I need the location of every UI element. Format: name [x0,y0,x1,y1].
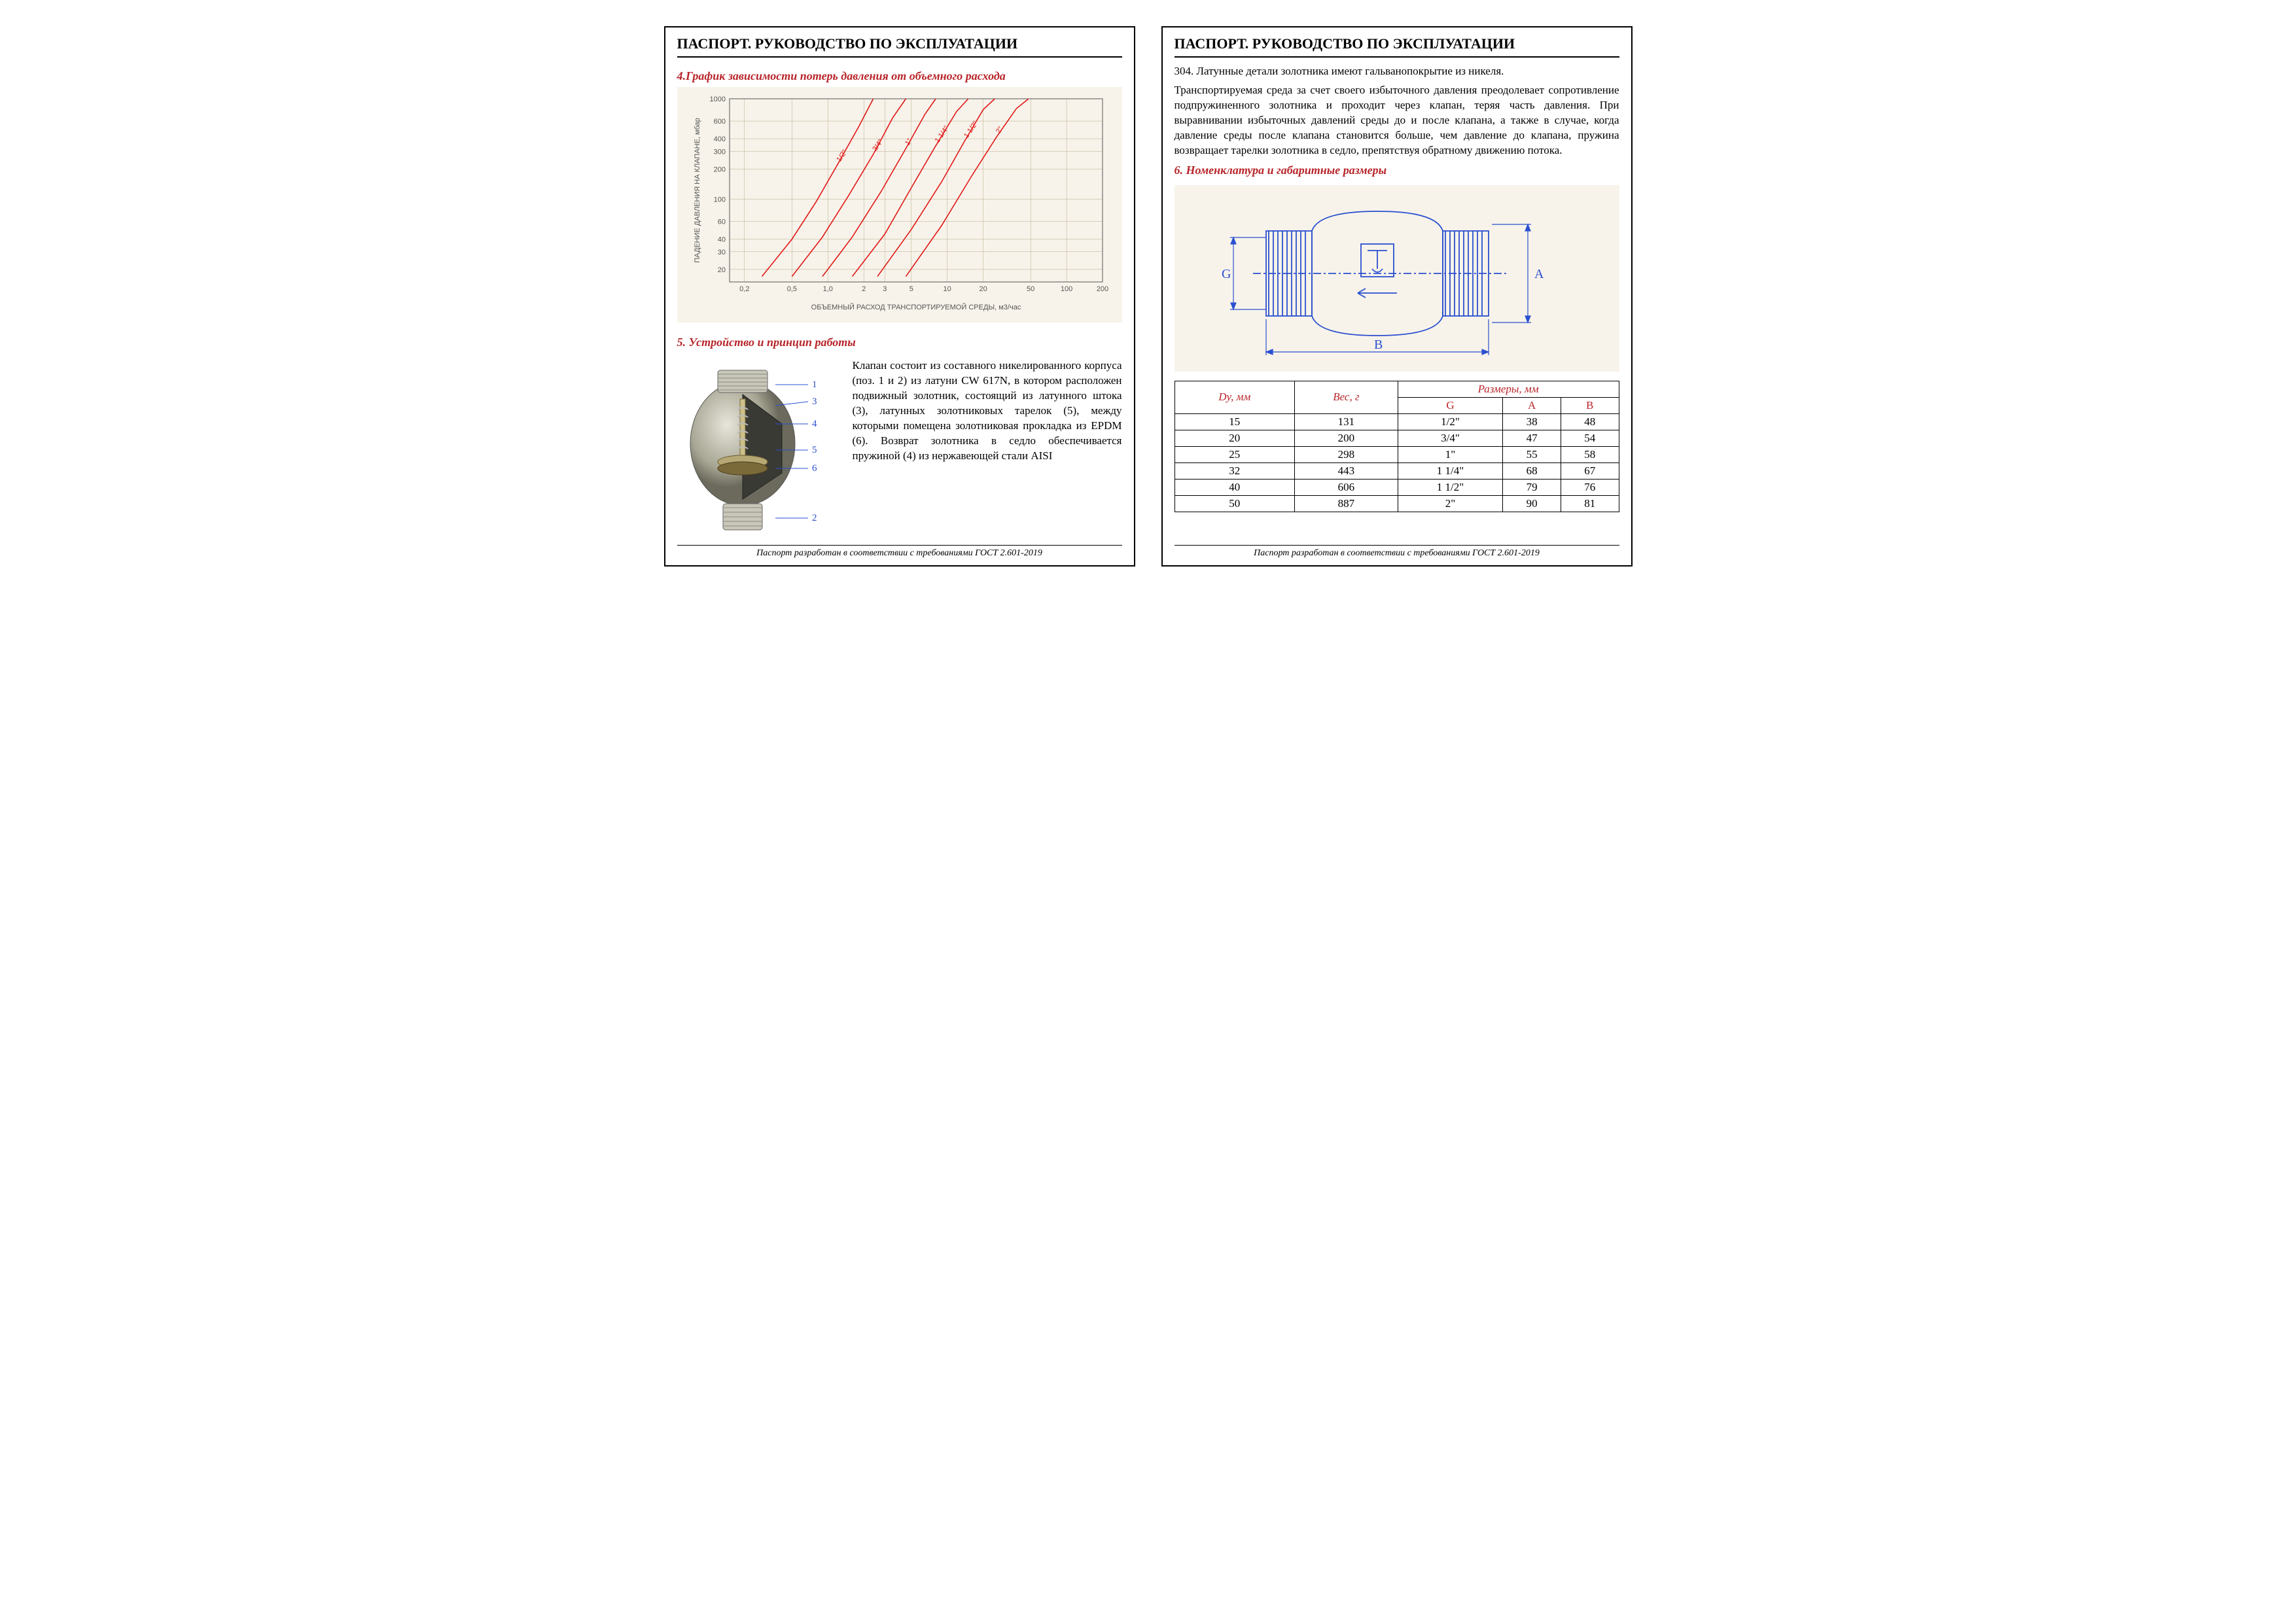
svg-text:20: 20 [717,266,725,274]
svg-text:0,5: 0,5 [786,285,796,293]
svg-text:1": 1" [904,137,914,147]
footer: Паспорт разработан в соответствии с треб… [677,545,1122,559]
svg-text:100: 100 [713,196,725,204]
svg-text:3: 3 [812,396,817,407]
table-row: 406061 1/2"7976 [1174,479,1619,495]
svg-text:6: 6 [812,463,817,474]
page-right: ПАСПОРТ. РУКОВОДСТВО ПО ЭКСПЛУАТАЦИИ 304… [1161,26,1633,567]
svg-text:1: 1 [812,379,817,390]
footer: Паспорт разработан в соответствии с треб… [1174,545,1619,559]
svg-text:G: G [1222,267,1231,281]
dimension-drawing: G A B [1174,185,1619,372]
table-row: 324431 1/4"6867 [1174,462,1619,479]
page-left: ПАСПОРТ. РУКОВОДСТВО ПО ЭКСПЛУАТАЦИИ 4.Г… [664,26,1135,567]
dimensions-table: Dу, ммВес, гРазмеры, ммGAB151311/2"38482… [1174,381,1619,512]
chart-svg: 0,2 0,5 1,0 2 3 5 10 20 50 100 200 20 30 40 60 100 200 30… [690,92,1109,315]
svg-text:2: 2 [862,285,866,293]
svg-text:3: 3 [883,285,887,293]
svg-text:5: 5 [812,445,817,455]
table-row: 252981"5558 [1174,446,1619,462]
svg-text:200: 200 [713,166,725,173]
svg-text:A: A [1534,267,1544,281]
svg-text:5: 5 [909,285,913,293]
svg-text:ПАДЕНИЕ ДАВЛЕНИЯ НА КЛАПАНЕ, м: ПАДЕНИЕ ДАВЛЕНИЯ НА КЛАПАНЕ, мбар [694,118,701,263]
right-intro: 304. Латунные детали золотника имеют гал… [1174,64,1619,79]
sec5-text: Клапан состоит из составного никелирован… [853,358,1122,545]
svg-text:10: 10 [943,285,951,293]
table-row: 508872"9081 [1174,495,1619,512]
svg-text:4: 4 [812,419,817,429]
svg-text:0,2: 0,2 [739,285,749,293]
svg-text:1 1/2": 1 1/2" [962,120,979,139]
svg-text:1,0: 1,0 [822,285,832,293]
svg-text:1 1/4": 1 1/4" [933,124,950,144]
svg-text:300: 300 [713,148,725,156]
table-row: 151311/2"3848 [1174,413,1619,430]
svg-text:B: B [1374,338,1383,352]
svg-text:200: 200 [1096,285,1108,293]
svg-text:3/4": 3/4" [871,138,885,153]
svg-text:2: 2 [812,513,817,523]
svg-text:ОБЪЕМНЫЙ РАСХОД ТРАНСПОРТИРУЕМ: ОБЪЕМНЫЙ РАСХОД ТРАНСПОРТИРУЕМОЙ СРЕДЫ, … [811,303,1021,311]
page-title: ПАСПОРТ. РУКОВОДСТВО ПО ЭКСПЛУАТАЦИИ [677,35,1122,58]
device-svg: 1 3 4 5 6 2 [677,358,841,542]
svg-text:600: 600 [713,118,725,126]
dim-svg: G A B [1181,192,1600,362]
svg-text:60: 60 [717,218,725,226]
table-row: 202003/4"4754 [1174,430,1619,446]
page-title: ПАСПОРТ. РУКОВОДСТВО ПО ЭКСПЛУАТАЦИИ [1174,35,1619,58]
sec5-title: 5. Устройство и принцип работы [677,336,1122,349]
svg-text:1/2": 1/2" [835,148,849,164]
svg-text:30: 30 [717,249,725,256]
pressure-loss-chart: 0,2 0,5 1,0 2 3 5 10 20 50 100 200 20 30 40 60 100 200 30… [677,87,1122,323]
svg-text:1000: 1000 [709,96,725,103]
svg-text:20: 20 [979,285,987,293]
sec4-title: 4.График зависимости потерь давления от … [677,69,1122,83]
svg-text:100: 100 [1060,285,1072,293]
sec6-title: 6. Номенклатура и габаритные размеры [1174,164,1619,177]
device-cutaway: 1 3 4 5 6 2 [677,358,841,545]
right-para: Транспортируемая среда за счет своего из… [1174,83,1619,158]
svg-text:50: 50 [1027,285,1034,293]
svg-text:40: 40 [717,236,725,244]
svg-text:400: 400 [713,135,725,143]
